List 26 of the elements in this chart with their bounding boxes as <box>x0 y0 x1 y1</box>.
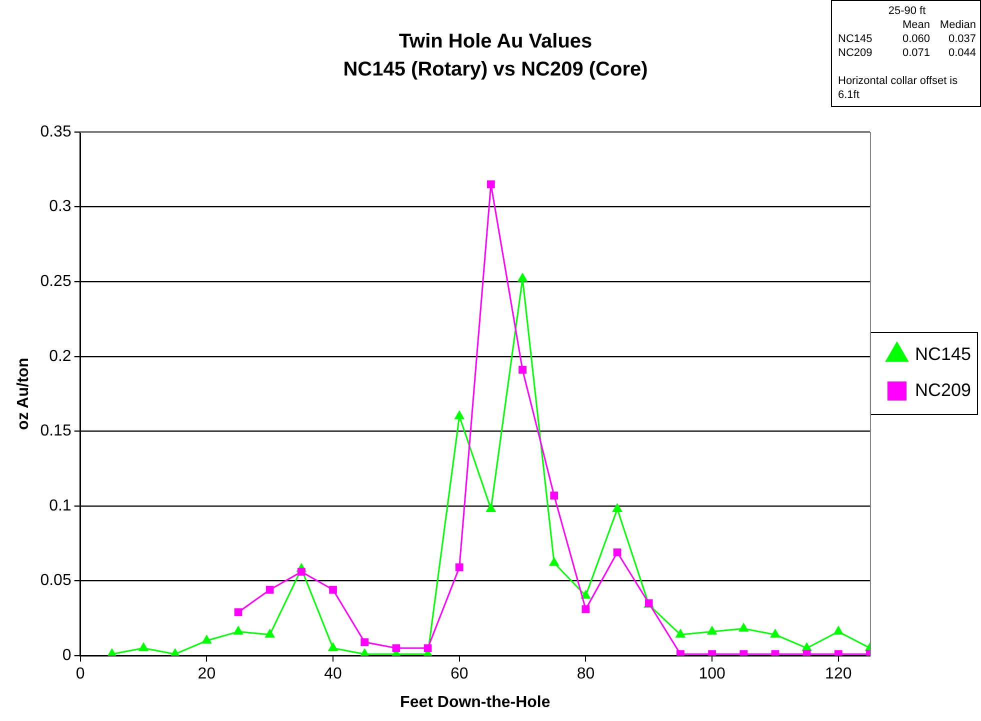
y-tick-label: 0.1 <box>49 497 72 514</box>
chart-title: Twin Hole Au Values <box>398 30 592 53</box>
x-tick-label: 20 <box>198 666 216 683</box>
x-tick-label: 100 <box>698 666 726 683</box>
text: 25-90 ft <box>887 4 927 18</box>
x-axis-title: Feet Down-the-Hole <box>400 694 550 711</box>
text: NC145 0.060 0.037 <box>838 33 976 45</box>
legend-label: NC145 <box>914 344 971 364</box>
x-tick-label: 120 <box>825 666 852 683</box>
text: NC209 0.071 0.044 <box>838 47 976 59</box>
x-tick-label: 80 <box>576 666 595 683</box>
y-tick-label: 0.05 <box>40 572 72 590</box>
x-tick-label: 60 <box>450 666 468 683</box>
y-tick-label: 0.35 <box>40 123 72 140</box>
legend-label: NC209 <box>914 380 971 400</box>
chart-subtitle: NC145 (Rotary) vs NC209 (Core) <box>343 58 648 81</box>
x-tick-label: 0 <box>76 666 85 683</box>
text: Mean Median <box>901 18 976 32</box>
y-tick-label: 0.25 <box>40 273 72 290</box>
text: Horizontal collar offset is 6.1ft <box>838 74 959 102</box>
y-tick-label: 0.3 <box>49 198 72 216</box>
y-tick-label: 0.2 <box>49 348 72 365</box>
x-tick-label: 40 <box>324 666 342 683</box>
y-axis-title: oz Au/ton <box>15 358 32 430</box>
y-tick-label: 0.15 <box>40 422 72 440</box>
y-tick-label: 0 <box>62 647 72 664</box>
